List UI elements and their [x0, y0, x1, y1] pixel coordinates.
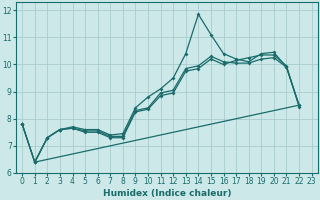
X-axis label: Humidex (Indice chaleur): Humidex (Indice chaleur)	[103, 189, 231, 198]
